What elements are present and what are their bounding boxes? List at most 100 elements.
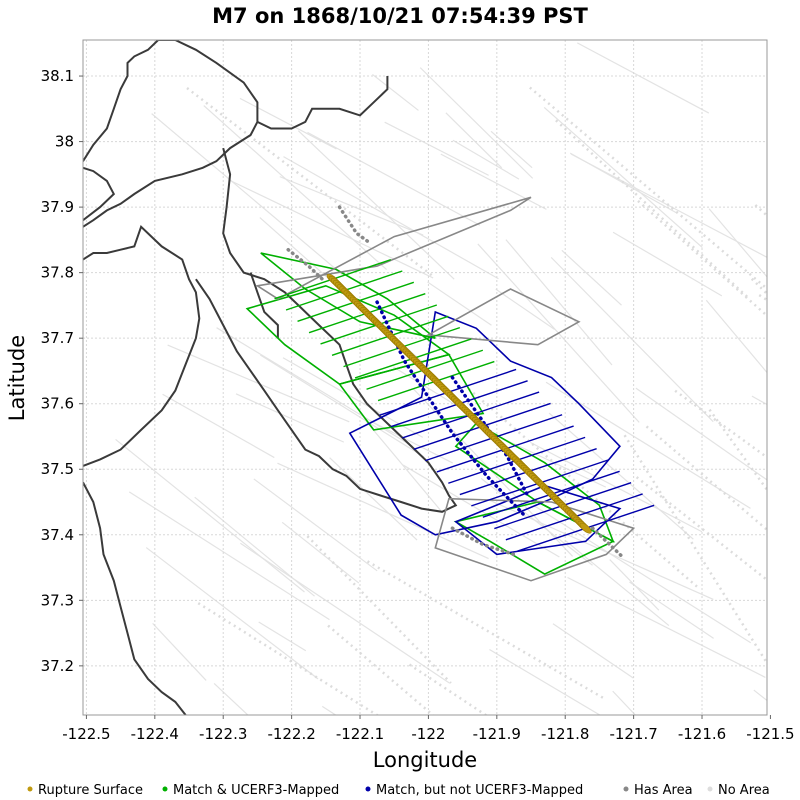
no-area-fault-line xyxy=(452,139,520,180)
y-tick-label: 38 xyxy=(55,133,74,151)
y-tick-label: 37.2 xyxy=(41,657,74,675)
no-area-fault-dotted xyxy=(645,425,767,532)
no-area-fault-line xyxy=(329,457,418,541)
no-area-fault-line xyxy=(279,176,424,236)
no-area-fault-line xyxy=(162,393,275,459)
nearby-fault-trace xyxy=(375,300,526,517)
legend-entry-label: Has Area xyxy=(634,783,693,798)
no-area-fault-dotted xyxy=(674,389,767,459)
coastline-path xyxy=(195,147,458,513)
x-tick-label: -122.1 xyxy=(336,725,384,743)
no-area-fault-line xyxy=(440,153,547,210)
no-area-fault-line xyxy=(240,542,450,684)
no-area-fault-line xyxy=(258,621,307,652)
no-area-fault-line xyxy=(259,354,425,458)
no-area-fault-line xyxy=(372,73,419,111)
no-area-fault-line xyxy=(145,547,319,680)
no-area-fault-line xyxy=(253,478,378,572)
no-area-fault-line xyxy=(427,281,492,326)
no-area-fault-line xyxy=(419,67,534,179)
no-area-fault-line xyxy=(445,112,503,169)
rupture-patch-outline xyxy=(338,353,485,431)
x-tick-label: -122.5 xyxy=(62,725,110,743)
no-area-fault-line xyxy=(495,288,555,330)
no-area-fault-line xyxy=(297,130,455,280)
y-tick-label: 37.8 xyxy=(41,264,74,282)
nearby-fault-trace xyxy=(590,526,626,560)
no-area-fault-line xyxy=(577,42,710,114)
coastline-path xyxy=(249,272,279,339)
y-tick-label: 37.5 xyxy=(41,460,74,478)
legend-entry-label: No Area xyxy=(718,783,770,798)
no-area-fault-line xyxy=(567,576,766,678)
x-tick-label: -121.8 xyxy=(541,725,589,743)
no-area-fault-line xyxy=(550,256,714,423)
grid-layer xyxy=(83,40,767,715)
no-area-fault-line xyxy=(490,130,533,169)
no-area-fault-line xyxy=(570,153,767,258)
legend-swatch xyxy=(707,786,713,792)
no-area-fault-dotted xyxy=(186,87,435,278)
no-area-fault-line xyxy=(239,97,337,150)
legend-entry-label: Match, but not UCERF3-Mapped xyxy=(376,783,583,798)
no-area-fault-line xyxy=(229,179,434,279)
no-area-fault-dotted xyxy=(555,119,750,299)
x-tick-label: -121.6 xyxy=(678,725,726,743)
x-tick-label: -122 xyxy=(411,725,445,743)
no-area-fault-line xyxy=(612,231,723,297)
coastline-path xyxy=(83,481,187,715)
y-axis-ticks: 37.2 37.3 37.4 37.5 37.6 37.7 37.8 37.9 38 38.1 xyxy=(41,67,83,675)
chart-title: M7 on 1868/10/21 07:54:39 PST xyxy=(212,4,588,28)
x-tick-label: -121.9 xyxy=(473,725,521,743)
y-tick-label: 37.9 xyxy=(41,198,74,216)
legend: Rupture Surface Match & UCERF3-Mapped Matc… xyxy=(27,783,770,798)
no-area-faults-layer xyxy=(115,42,767,715)
plot-frame xyxy=(82,39,768,716)
legend-entry-label: Match & UCERF3-Mapped xyxy=(173,783,339,798)
no-area-fault-line xyxy=(281,521,360,584)
no-area-fault-line xyxy=(612,690,637,715)
coastline-path xyxy=(83,166,116,221)
rupture-patch-outline xyxy=(255,196,532,300)
no-area-fault-line xyxy=(151,113,345,277)
nearby-fault-trace xyxy=(337,205,373,245)
x-tick-label: -121.7 xyxy=(609,725,657,743)
legend-swatch xyxy=(365,786,371,792)
x-tick-label: -122.3 xyxy=(199,725,247,743)
x-axis-ticks: -122.5 -122.4 -122.3 -122.2 -122.1 -122 -121.9… xyxy=(62,715,795,743)
no-area-fault-line xyxy=(307,131,481,226)
y-tick-label: 37.4 xyxy=(41,526,74,544)
no-area-fault-line xyxy=(283,156,499,280)
no-area-fault-line xyxy=(203,105,388,271)
y-tick-label: 37.7 xyxy=(41,329,74,347)
y-tick-label: 37.6 xyxy=(41,395,74,413)
x-axis-label: Longitude xyxy=(373,748,477,772)
no-area-fault-line xyxy=(213,682,249,715)
no-area-fault-line xyxy=(128,491,330,621)
x-tick-label: -121.5 xyxy=(746,725,794,743)
rupture-patch-outline xyxy=(348,310,621,536)
no-area-fault-line xyxy=(480,477,593,566)
no-area-fault-line xyxy=(548,412,694,540)
x-tick-label: -122.2 xyxy=(267,725,315,743)
no-area-fault-line xyxy=(216,327,413,447)
no-area-fault-line xyxy=(384,121,489,176)
no-area-fault-line xyxy=(277,462,489,560)
legend-swatch xyxy=(623,786,629,792)
no-area-fault-line xyxy=(235,393,345,443)
y-tick-label: 37.3 xyxy=(41,591,74,609)
no-area-fault-line xyxy=(609,559,660,611)
no-area-fault-line xyxy=(365,420,443,513)
no-area-fault-line xyxy=(561,249,622,306)
legend-entry-label: Rupture Surface xyxy=(38,783,143,798)
x-tick-label: -122.4 xyxy=(131,725,179,743)
rupture-patch-outline xyxy=(453,501,615,576)
y-axis-label: Latitude xyxy=(5,335,29,421)
no-area-fault-line xyxy=(152,622,207,681)
no-area-fault-line xyxy=(629,581,714,639)
no-area-fault-line xyxy=(489,649,601,715)
no-area-fault-line xyxy=(635,387,767,481)
no-area-fault-line xyxy=(115,438,305,593)
nearby-fault-trace xyxy=(286,247,325,281)
